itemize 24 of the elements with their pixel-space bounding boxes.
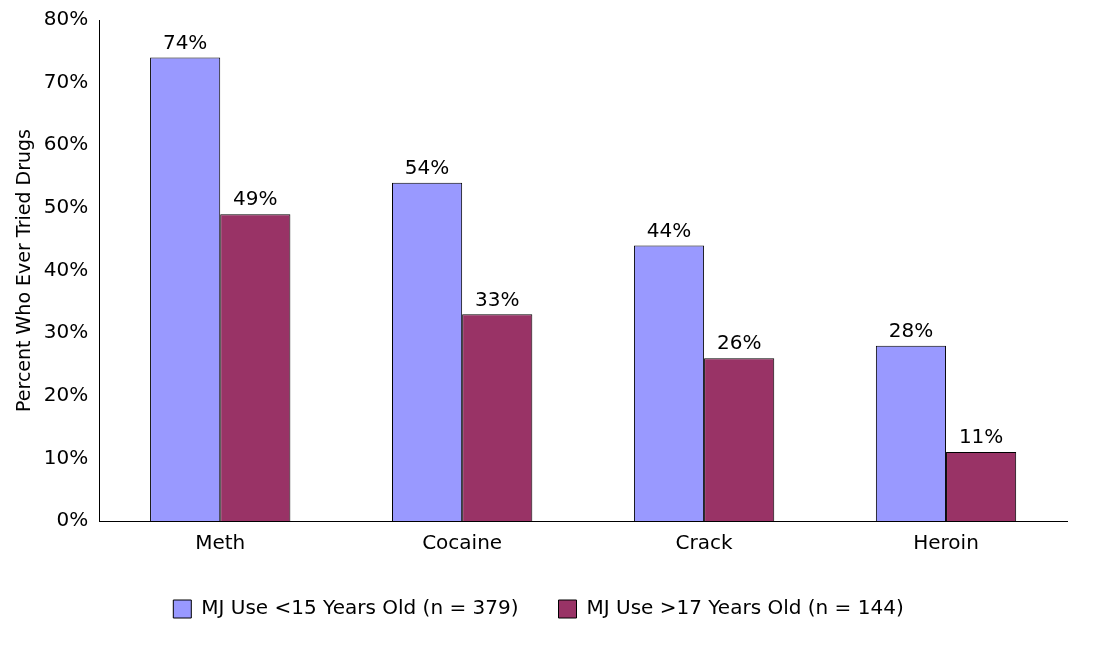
data-label: 26% (716, 330, 762, 355)
y-tick-label: 10% (43, 444, 89, 469)
y-tick-label: 50% (43, 194, 89, 219)
data-label: 11% (958, 424, 1004, 449)
data-label: 49% (233, 186, 278, 211)
legend-label: MJ Use <15 Years Old (n = 379) (201, 595, 519, 620)
x-tick-label: Crack (675, 530, 734, 555)
data-label: 33% (475, 286, 520, 311)
data-label: 28% (888, 317, 934, 342)
y-tick-label: 40% (43, 256, 89, 281)
x-tick-label: Heroin (913, 530, 979, 555)
data-label: 74% (162, 29, 208, 54)
y-axis-title: Percent Who Ever Tried Drugs (12, 129, 35, 412)
y-tick-label: 70% (43, 68, 89, 93)
y-tick-label: 20% (43, 381, 89, 406)
y-tick-label: 80% (43, 6, 89, 31)
x-tick-label: Cocaine (422, 530, 503, 555)
y-tick-label: 0% (56, 507, 89, 532)
data-label: 54% (404, 155, 450, 180)
y-tick-label: 60% (43, 131, 89, 156)
y-tick-label: 30% (43, 319, 89, 344)
legend-label: MJ Use >17 Years Old (n = 144) (586, 595, 904, 620)
x-tick-label: Meth (195, 530, 246, 555)
data-label: 44% (646, 217, 692, 242)
